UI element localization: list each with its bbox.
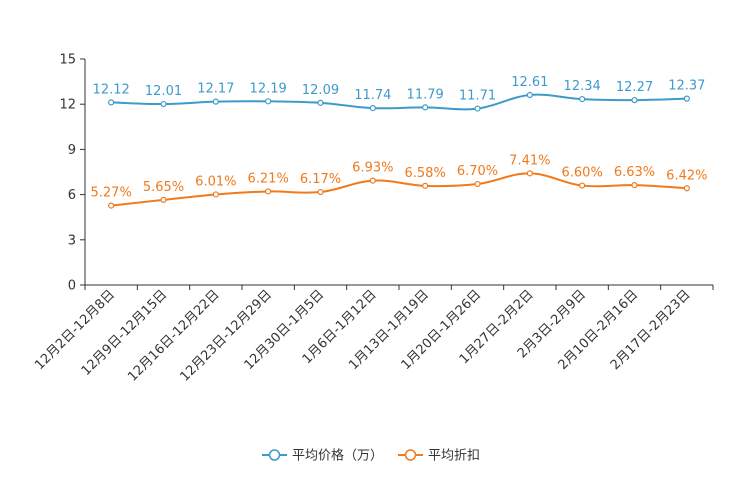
- data-point[interactable]: [212, 98, 219, 105]
- data-point[interactable]: [160, 196, 167, 203]
- data-label: 11.79: [407, 87, 444, 102]
- data-point[interactable]: [526, 170, 533, 177]
- legend[interactable]: 平均价格（万） 平均折扣: [262, 448, 480, 464]
- data-point[interactable]: [579, 95, 586, 103]
- series-line: [111, 172, 687, 207]
- y-tick-label: 15: [59, 53, 76, 68]
- data-label: 5.27%: [91, 186, 132, 201]
- y-tick-label: 6: [68, 188, 76, 203]
- data-point[interactable]: [369, 177, 376, 184]
- data-label: 12.61: [511, 75, 548, 90]
- data-label: 6.93%: [352, 161, 393, 176]
- legend-label: 平均价格（万）: [292, 448, 383, 464]
- series-group: 12.12 12.01 12.17 12.19 12.09 11.74 11.79 11.71…: [91, 75, 707, 209]
- data-point[interactable]: [631, 182, 638, 189]
- y-tick-label: 9: [68, 143, 76, 158]
- y-tick-label: 3: [68, 233, 76, 248]
- data-label: 12.34: [564, 79, 601, 94]
- data-point[interactable]: [317, 99, 324, 106]
- data-label: 6.58%: [405, 166, 446, 181]
- data-point[interactable]: [265, 98, 272, 105]
- data-label: 6.63%: [614, 165, 655, 180]
- x-tick-label: 12月16日-12月22日: [125, 287, 222, 384]
- data-point[interactable]: [631, 97, 638, 104]
- y-tick-label: 12: [59, 98, 76, 113]
- data-label: 12.17: [197, 82, 234, 97]
- data-point[interactable]: [317, 188, 324, 196]
- legend-marker-icon: [268, 449, 281, 461]
- data-label: 6.60%: [562, 166, 603, 181]
- data-point[interactable]: [683, 185, 690, 192]
- data-label: 6.21%: [248, 171, 289, 186]
- data-label: 11.71: [459, 89, 496, 104]
- data-point[interactable]: [422, 182, 429, 189]
- y-tick-label: 0: [68, 279, 76, 294]
- data-point[interactable]: [212, 191, 219, 198]
- data-label: 12.27: [616, 80, 653, 95]
- data-point[interactable]: [369, 105, 376, 112]
- data-label: 12.12: [93, 82, 130, 97]
- data-point[interactable]: [474, 105, 481, 112]
- data-label: 6.70%: [457, 164, 498, 179]
- data-point[interactable]: [108, 202, 115, 209]
- data-label: 6.17%: [300, 172, 341, 187]
- data-point[interactable]: [265, 188, 272, 195]
- data-label: 5.65%: [143, 180, 184, 195]
- legend-label: 平均折扣: [428, 449, 480, 464]
- data-point[interactable]: [579, 182, 586, 189]
- data-label: 6.42%: [666, 168, 707, 183]
- data-label: 12.09: [302, 83, 339, 98]
- data-point[interactable]: [526, 91, 533, 99]
- series-line: [111, 93, 687, 111]
- data-label: 12.37: [668, 79, 705, 94]
- data-point[interactable]: [474, 180, 481, 188]
- data-label: 11.74: [354, 88, 391, 103]
- x-tick-label: 12月23日-12月29日: [178, 287, 275, 384]
- legend-marker-icon: [404, 449, 417, 461]
- data-label: 12.01: [145, 84, 182, 99]
- series-1: 12.12 12.01 12.17 12.19 12.09 11.74 11.79 11.71…: [93, 75, 705, 112]
- legend-item-1[interactable]: 平均价格（万）: [262, 448, 383, 464]
- data-label: 12.19: [250, 81, 287, 96]
- data-point[interactable]: [422, 104, 429, 111]
- data-point[interactable]: [160, 100, 167, 108]
- data-label: 7.41%: [509, 153, 550, 168]
- data-point[interactable]: [683, 95, 690, 102]
- data-label: 6.01%: [195, 174, 236, 189]
- series-2: 5.27% 5.65% 6.01% 6.21% 6.17% 6.93% 6.58% 6.70%…: [91, 153, 707, 209]
- data-point[interactable]: [108, 99, 115, 106]
- legend-item-2[interactable]: 平均折扣: [398, 449, 480, 464]
